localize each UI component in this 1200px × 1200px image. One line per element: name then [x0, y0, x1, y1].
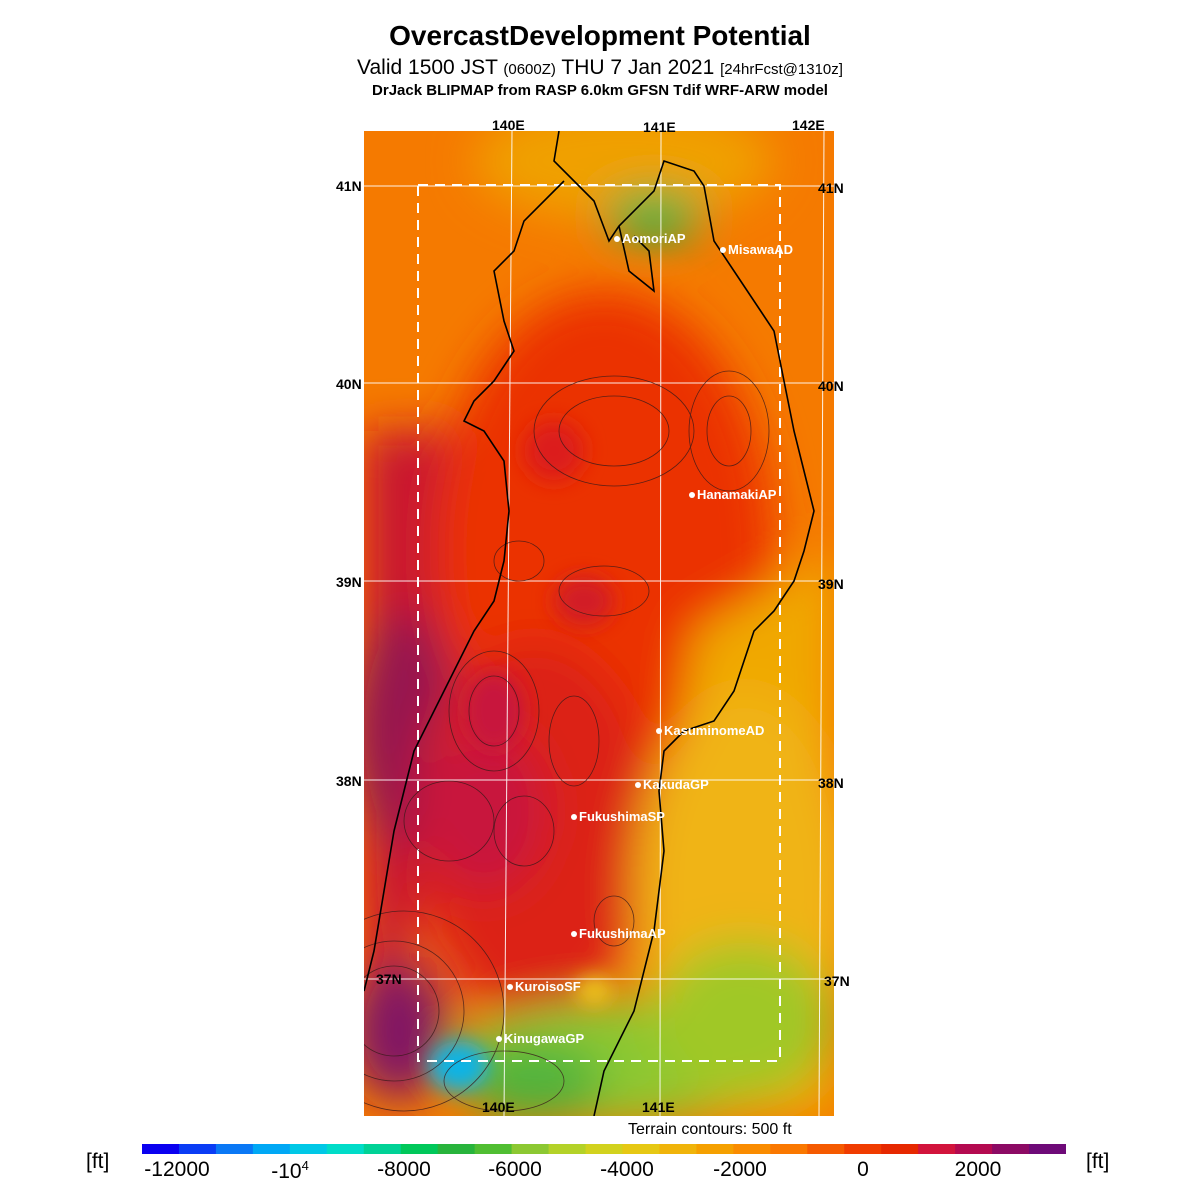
colorbar-segment	[289, 1144, 328, 1154]
lat-label-left-40n: 40N	[336, 376, 362, 392]
lat-label-right-39n: 39N	[818, 576, 844, 592]
colorbar-segment	[474, 1144, 513, 1154]
colorbar-segment	[733, 1144, 771, 1154]
lon-label-top-140e: 140E	[492, 117, 525, 133]
colorbar-segment	[955, 1144, 993, 1154]
map-title: OvercastDevelopment Potential	[389, 20, 811, 51]
valid-date: THU 7 Jan 2021	[561, 56, 715, 79]
colorbar-segment	[844, 1144, 882, 1154]
colorbar-tick: -6000	[488, 1158, 542, 1181]
colorbar-segment	[585, 1144, 624, 1154]
colorbar-segment	[1029, 1144, 1066, 1154]
colorbar-segment	[548, 1144, 587, 1154]
colorbar-segment	[437, 1144, 476, 1154]
station-fukushimaap: FukushimaAP	[571, 926, 666, 941]
lat-label-right-38n: 38N	[818, 775, 844, 791]
lat-label-left-37n: 37N	[376, 971, 402, 987]
colorbar-segment	[770, 1144, 808, 1154]
lon-label-top-141e: 141E	[643, 119, 676, 135]
station-kinugawagp: KinugawaGP	[495, 1031, 585, 1046]
forecast-map: 140E 141E 142E 140E 141E 41N 40N 39N 38N…	[336, 117, 850, 1116]
station-kakudagp: KakudaGP	[635, 777, 709, 792]
colorbar-tick: -4000	[600, 1158, 654, 1181]
colorbar-segment	[881, 1144, 919, 1154]
station-misawaad: MisawaAD	[719, 242, 794, 257]
model-description: DrJack BLIPMAP from RASP 6.0km GFSN Tdif…	[372, 82, 828, 99]
colorbar-segment	[142, 1144, 180, 1154]
colorbar-segment	[992, 1144, 1030, 1154]
colorbar-tick: 2000	[954, 1158, 1002, 1181]
valid-time: Valid 1500 JST	[357, 56, 498, 79]
forecast-tag: [24hrFcst@1310z]	[720, 61, 843, 78]
colorbar-segment	[659, 1144, 697, 1154]
lon-label-bottom-140e: 140E	[482, 1099, 515, 1115]
colorbar-segment	[178, 1144, 217, 1154]
colorbar-segment	[363, 1144, 402, 1154]
lat-label-left-41n: 41N	[336, 178, 362, 194]
colorbar-tick: -12000	[144, 1158, 210, 1181]
lat-label-right-41n: 41N	[818, 180, 844, 196]
colorbar	[142, 1144, 1066, 1154]
colorbar-segment	[252, 1144, 291, 1154]
lon-label-bottom-141e: 141E	[642, 1099, 675, 1115]
lat-label-right-40n: 40N	[818, 378, 844, 394]
colorbar-segment	[511, 1144, 550, 1154]
unit-label-right: [ft]	[1086, 1150, 1110, 1173]
station-kasuminomead: KasuminomeAD	[655, 723, 765, 738]
colorbar-tick: 0	[857, 1158, 869, 1181]
map-subtitle: Valid 1500 JST (0600Z) THU 7 Jan 2021 [2…	[0, 56, 1200, 80]
lon-label-top-142e: 142E	[792, 117, 825, 133]
lat-label-left-39n: 39N	[336, 574, 362, 590]
colorbar-segment	[326, 1144, 365, 1154]
lat-label-right-37n: 37N	[824, 973, 850, 989]
colorbar-segment	[807, 1144, 845, 1154]
colorbar-segment	[696, 1144, 734, 1154]
colorbar-segment	[215, 1144, 254, 1154]
station-fukushimasp: FukushimaSP	[571, 809, 665, 824]
colorbar-segment	[918, 1144, 956, 1154]
colorbar-tick: -2000	[713, 1158, 767, 1181]
unit-label-left: [ft]	[86, 1150, 110, 1173]
colorbar-segment	[622, 1144, 661, 1154]
station-hanamakiap: HanamakiAP	[688, 487, 777, 502]
colorbar-tick: -104	[271, 1158, 309, 1183]
terrain-contour-note: Terrain contours: 500 ft	[628, 1121, 792, 1138]
station-aomoriap: AomoriAP	[614, 231, 686, 246]
map-field	[364, 131, 834, 1116]
station-kuroisosf: KuroisoSF	[507, 979, 581, 994]
valid-zulu: (0600Z)	[503, 61, 556, 78]
colorbar-segment	[400, 1144, 439, 1154]
lat-label-left-38n: 38N	[336, 773, 362, 789]
colorbar-tick: -8000	[377, 1158, 431, 1181]
